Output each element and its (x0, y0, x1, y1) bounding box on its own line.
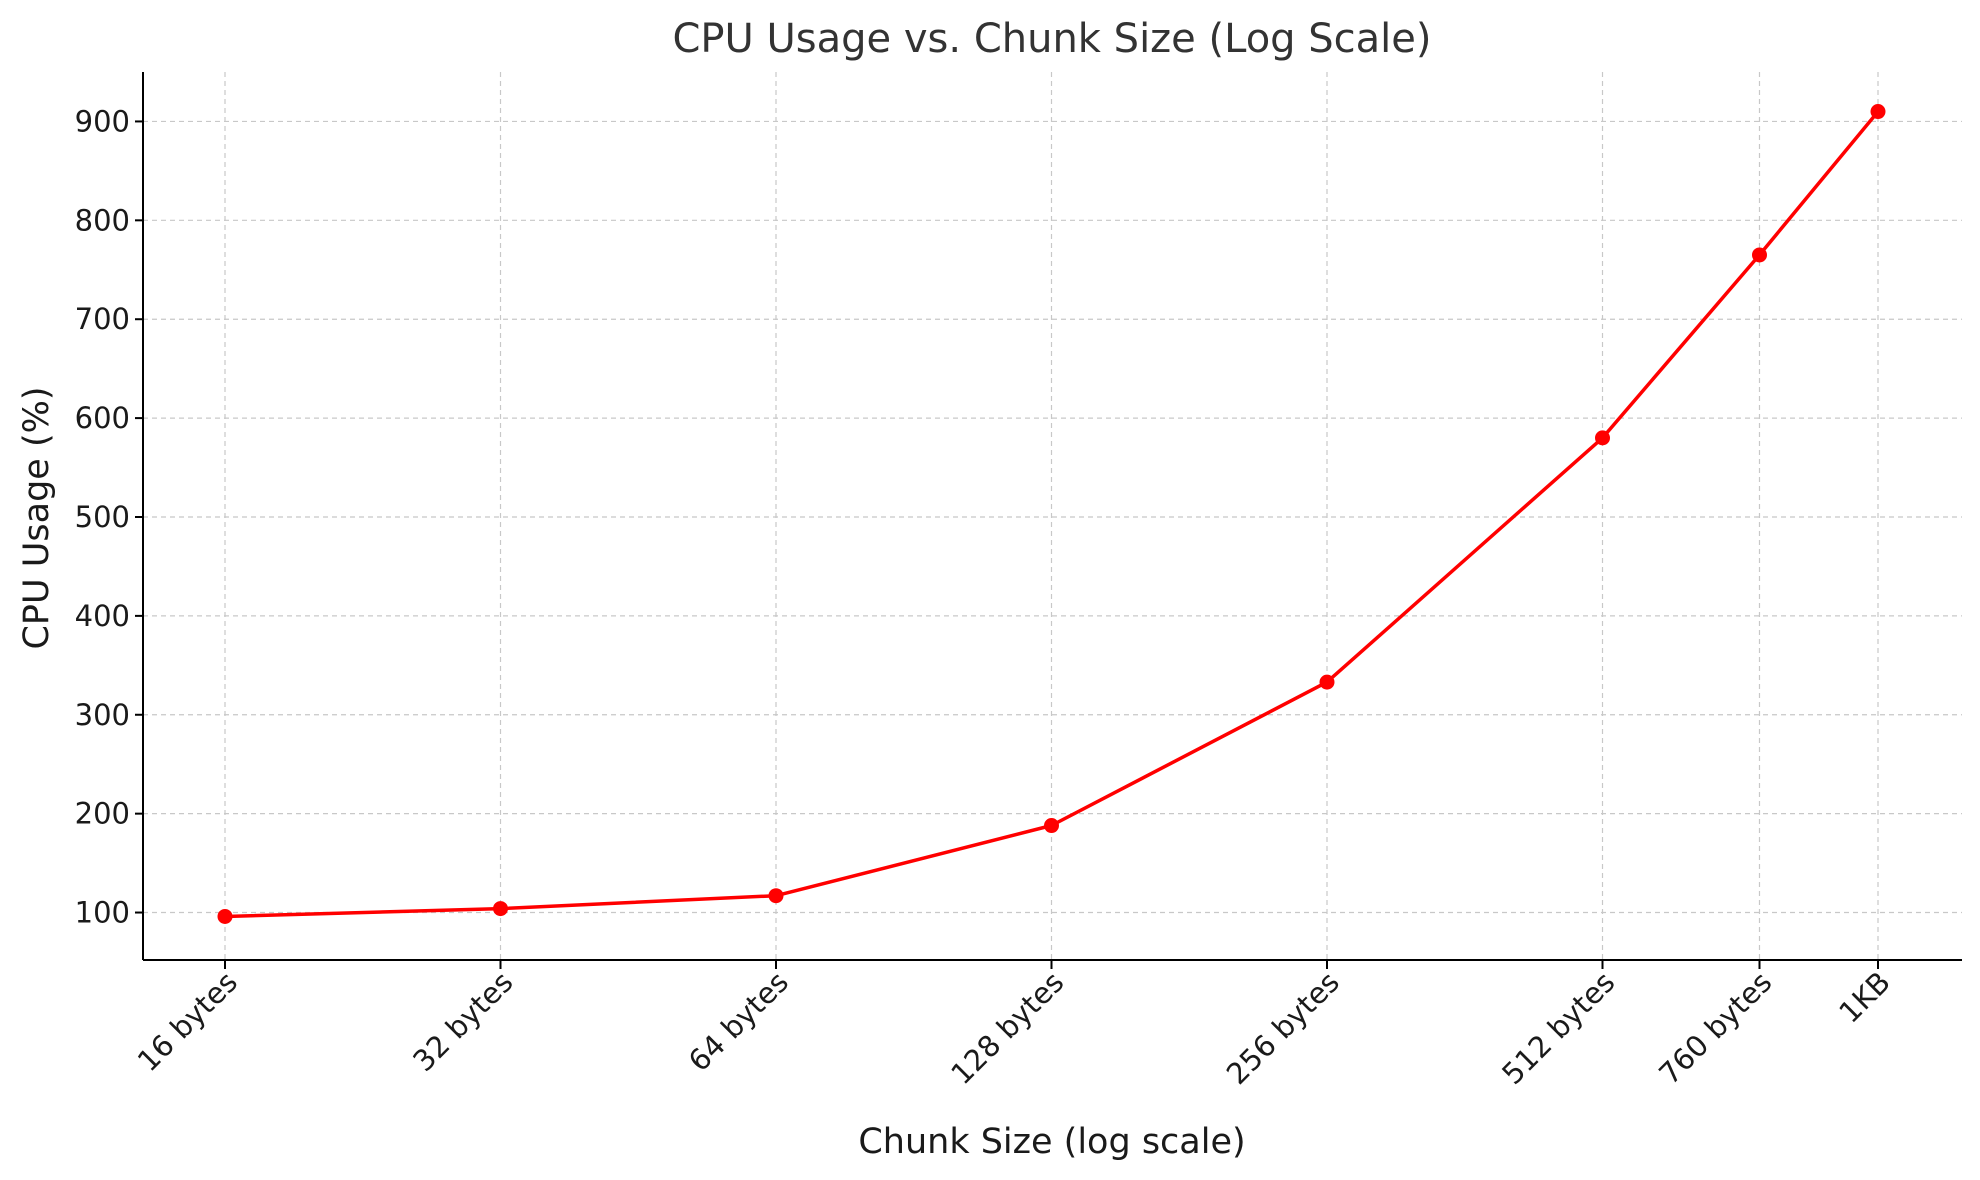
y-tick-label: 400 (75, 599, 130, 633)
y-tick-label: 300 (75, 698, 130, 732)
data-point (1595, 430, 1610, 446)
data-point (217, 908, 233, 924)
x-tick-label: 64 bytes (682, 965, 795, 1078)
grid (143, 72, 1962, 960)
y-tick-label: 800 (75, 203, 130, 237)
y-tick-label: 500 (75, 500, 130, 534)
x-tick-label: 256 bytes (1220, 965, 1346, 1091)
data-point (493, 901, 508, 917)
x-tick-label: 32 bytes (406, 965, 519, 1078)
y-tick-label: 600 (75, 401, 130, 435)
x-tick-label: 16 bytes (131, 965, 244, 1078)
series-line (224, 110, 1880, 919)
data-point (768, 888, 784, 904)
x-tick-label: 128 bytes (944, 965, 1070, 1091)
series-layer (217, 104, 1886, 924)
x-axis-label: Chunk Size (log scale) (858, 1122, 1245, 1162)
x-tick-label: 512 bytes (1495, 965, 1621, 1091)
data-point (1044, 818, 1059, 834)
data-point (1870, 104, 1886, 120)
chart-title: CPU Usage vs. Chunk Size (Log Scale) (672, 16, 1431, 62)
data-point (1319, 674, 1335, 690)
y-tick-label: 900 (75, 104, 130, 138)
data-point (1751, 247, 1767, 263)
x-tick-label: 760 bytes (1652, 965, 1778, 1091)
y-tick-label: 200 (75, 797, 130, 831)
axes: 100 200 300 400 500 600 700 800 900 16 bytes 32 by… (75, 72, 1962, 1091)
y-tick-label: 100 (75, 896, 130, 930)
y-tick-label: 700 (75, 302, 130, 336)
x-tick-label: 1KB (1832, 965, 1897, 1030)
y-axis-label: CPU Usage (%) (17, 386, 57, 649)
